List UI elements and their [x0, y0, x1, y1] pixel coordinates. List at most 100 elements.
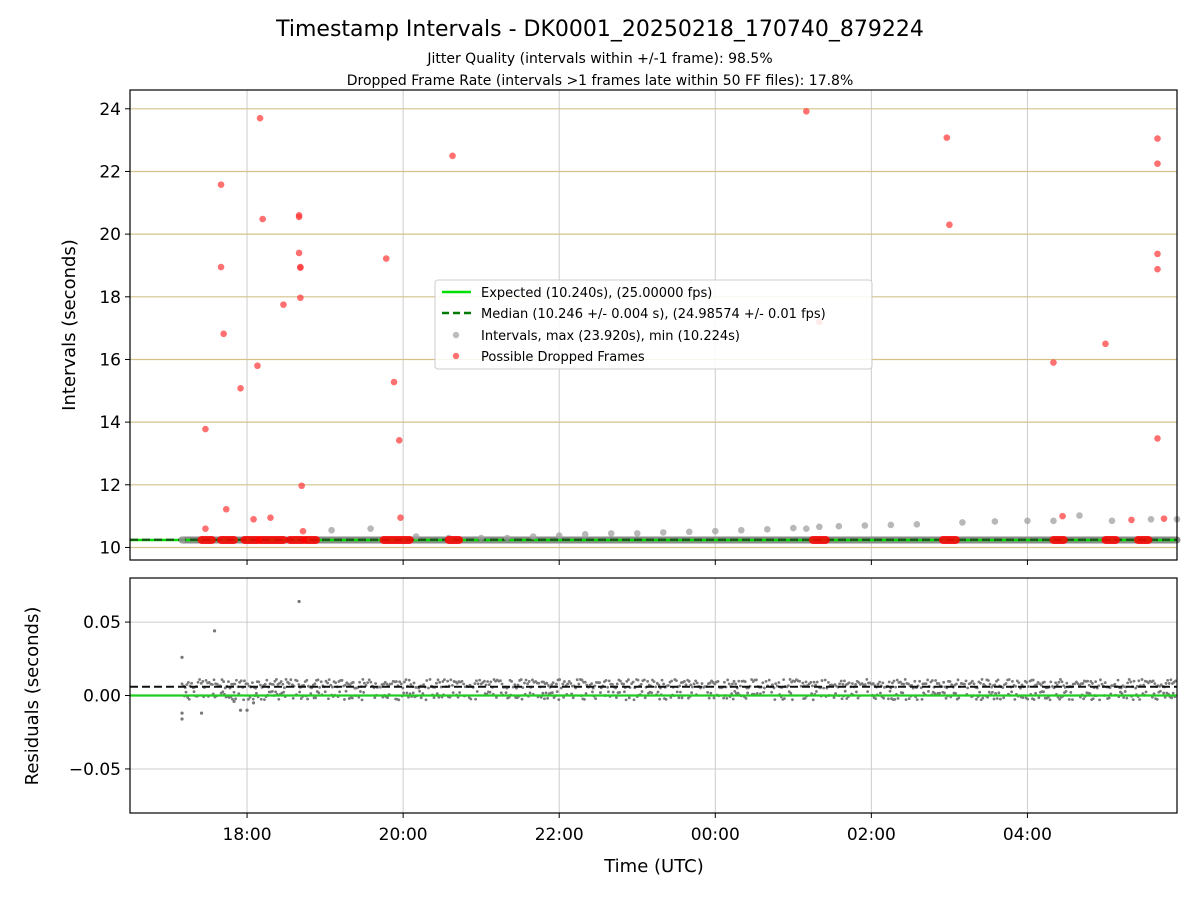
residual-point — [351, 697, 354, 700]
residual-point — [916, 698, 919, 701]
residual-point — [433, 696, 436, 699]
residual-point — [233, 691, 236, 694]
residual-point — [255, 692, 258, 695]
residual-point — [616, 683, 619, 686]
top-y-tick-label: 20 — [99, 225, 121, 245]
residual-point — [474, 698, 477, 701]
residual-point — [1094, 680, 1097, 683]
residual-point — [637, 679, 640, 682]
residual-point — [864, 683, 867, 686]
residual-point — [418, 690, 421, 693]
residual-point — [971, 680, 974, 683]
residual-point — [292, 697, 295, 700]
residual-point — [615, 696, 618, 699]
residual-point — [188, 698, 191, 701]
residual-point — [233, 683, 236, 686]
residual-point — [259, 684, 262, 687]
residual-point — [816, 681, 819, 684]
residual-point — [361, 678, 364, 681]
residual-point — [569, 682, 572, 685]
top-y-tick-label: 16 — [99, 350, 121, 370]
residual-point — [657, 691, 660, 694]
residual-point — [1117, 679, 1120, 682]
residual-point — [500, 691, 503, 694]
residual-point — [755, 679, 758, 682]
residual-point — [889, 690, 892, 693]
residual-point — [677, 696, 680, 699]
residual-point — [583, 698, 586, 701]
residual-point — [505, 691, 508, 694]
dropped-frame-point — [280, 301, 287, 308]
interval-point — [803, 525, 810, 532]
residual-point — [678, 684, 681, 687]
residual-point — [905, 698, 908, 701]
residual-point — [918, 680, 921, 683]
residual-point — [809, 681, 812, 684]
residual-point — [725, 697, 728, 700]
residual-point — [1166, 679, 1169, 682]
residual-point — [272, 683, 275, 686]
residual-point — [733, 680, 736, 683]
interval-point — [367, 525, 374, 532]
residual-point — [425, 679, 428, 682]
residual-point — [901, 691, 904, 694]
interval-point — [959, 519, 966, 526]
interval-point — [582, 531, 589, 538]
residual-point — [427, 687, 430, 690]
residual-point — [435, 682, 438, 685]
residual-point — [341, 679, 344, 682]
residual-point — [317, 691, 320, 694]
dropped-frame-point — [223, 506, 230, 513]
dropped-frame-point — [1128, 517, 1135, 524]
residual-point — [979, 682, 982, 685]
residual-point — [822, 687, 825, 690]
residual-point — [654, 685, 657, 688]
residual-point — [838, 682, 841, 685]
residual-point — [789, 692, 792, 695]
residual-point — [277, 698, 280, 701]
interval-point — [888, 522, 895, 529]
residual-point — [815, 690, 818, 693]
top-y-tick-label: 22 — [99, 162, 121, 182]
residual-point — [413, 682, 416, 685]
residual-point — [561, 683, 564, 686]
residual-point — [1049, 698, 1052, 701]
residual-point — [607, 690, 610, 693]
dropped-frame-point — [943, 134, 950, 141]
residual-point — [1165, 682, 1168, 685]
residual-point — [1068, 698, 1071, 701]
residual-point — [887, 697, 890, 700]
residual-point — [675, 679, 678, 682]
residual-point — [449, 678, 452, 681]
residual-point — [646, 680, 649, 683]
residual-point — [773, 698, 776, 701]
residual-point — [973, 683, 976, 686]
dropped-frame-point — [300, 528, 307, 535]
residual-point — [363, 682, 366, 685]
interval-point — [179, 537, 186, 544]
residual-point — [331, 686, 334, 689]
dropped-frame-point — [1154, 251, 1161, 258]
residual-point — [1032, 679, 1035, 682]
dropped-frame-point — [391, 379, 398, 386]
residual-point — [477, 682, 480, 685]
residual-point — [1104, 681, 1107, 684]
residual-point — [693, 683, 696, 686]
residual-point — [1027, 685, 1030, 688]
residual-point — [1025, 681, 1028, 684]
residual-point — [801, 682, 804, 685]
dropped-frame-point — [397, 514, 404, 521]
residual-point — [676, 690, 679, 693]
residual-point — [1008, 678, 1011, 681]
residual-point — [978, 691, 981, 694]
residual-point — [679, 691, 682, 694]
residual-point — [894, 686, 897, 689]
residual-point — [996, 697, 999, 700]
residual-point — [242, 698, 245, 701]
residual-point — [1128, 678, 1131, 681]
residual-point — [777, 681, 780, 684]
